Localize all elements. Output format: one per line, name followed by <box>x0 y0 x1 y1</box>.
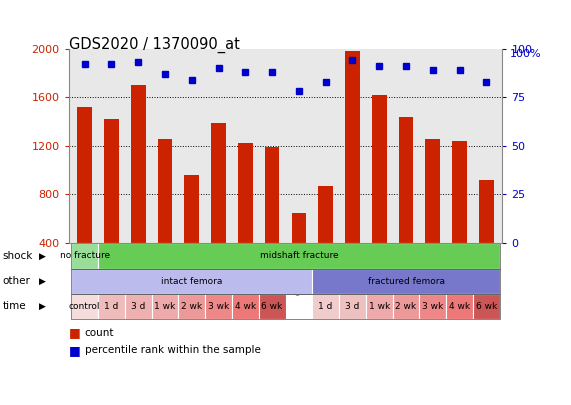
Text: ▶: ▶ <box>39 277 46 286</box>
Bar <box>238 143 253 292</box>
Text: other: other <box>3 276 31 286</box>
Text: 1 d: 1 d <box>104 302 119 311</box>
Bar <box>318 186 333 292</box>
Text: 4 wk: 4 wk <box>449 302 470 311</box>
Text: 3 wk: 3 wk <box>422 302 444 311</box>
Text: shock: shock <box>3 251 33 261</box>
Text: 6 wk: 6 wk <box>476 302 497 311</box>
Text: ■: ■ <box>69 344 81 357</box>
Text: 1 d: 1 d <box>319 302 333 311</box>
Text: no fracture: no fracture <box>59 252 110 260</box>
Bar <box>131 85 146 292</box>
Text: 4 wk: 4 wk <box>235 302 256 311</box>
Bar <box>292 213 306 292</box>
Text: intact femora: intact femora <box>161 277 223 286</box>
Text: count: count <box>85 328 114 338</box>
Text: ▶: ▶ <box>39 252 46 260</box>
Bar <box>425 139 440 292</box>
Text: 1 wk: 1 wk <box>154 302 175 311</box>
Text: GDS2020 / 1370090_at: GDS2020 / 1370090_at <box>69 36 239 53</box>
Bar <box>158 139 172 292</box>
Text: 2 wk: 2 wk <box>396 302 417 311</box>
Bar <box>184 175 199 292</box>
Text: 6 wk: 6 wk <box>262 302 283 311</box>
Bar <box>77 107 92 292</box>
Text: 1 wk: 1 wk <box>369 302 390 311</box>
Text: 2 wk: 2 wk <box>181 302 202 311</box>
Bar <box>372 95 387 292</box>
Bar <box>452 141 467 292</box>
Text: fractured femora: fractured femora <box>368 277 445 286</box>
Text: 3 d: 3 d <box>345 302 360 311</box>
Text: ▶: ▶ <box>39 302 46 311</box>
Bar <box>104 119 119 292</box>
Text: 100%: 100% <box>509 49 541 59</box>
Text: 3 d: 3 d <box>131 302 146 311</box>
Bar <box>265 147 279 292</box>
Text: midshaft fracture: midshaft fracture <box>260 252 338 260</box>
Text: 3 wk: 3 wk <box>208 302 229 311</box>
Text: percentile rank within the sample: percentile rank within the sample <box>85 345 260 355</box>
Bar <box>211 123 226 292</box>
Text: control: control <box>69 302 100 311</box>
Bar <box>399 117 413 292</box>
Text: ■: ■ <box>69 326 81 339</box>
Text: time: time <box>3 301 26 311</box>
Bar <box>479 180 494 292</box>
Bar <box>345 51 360 292</box>
